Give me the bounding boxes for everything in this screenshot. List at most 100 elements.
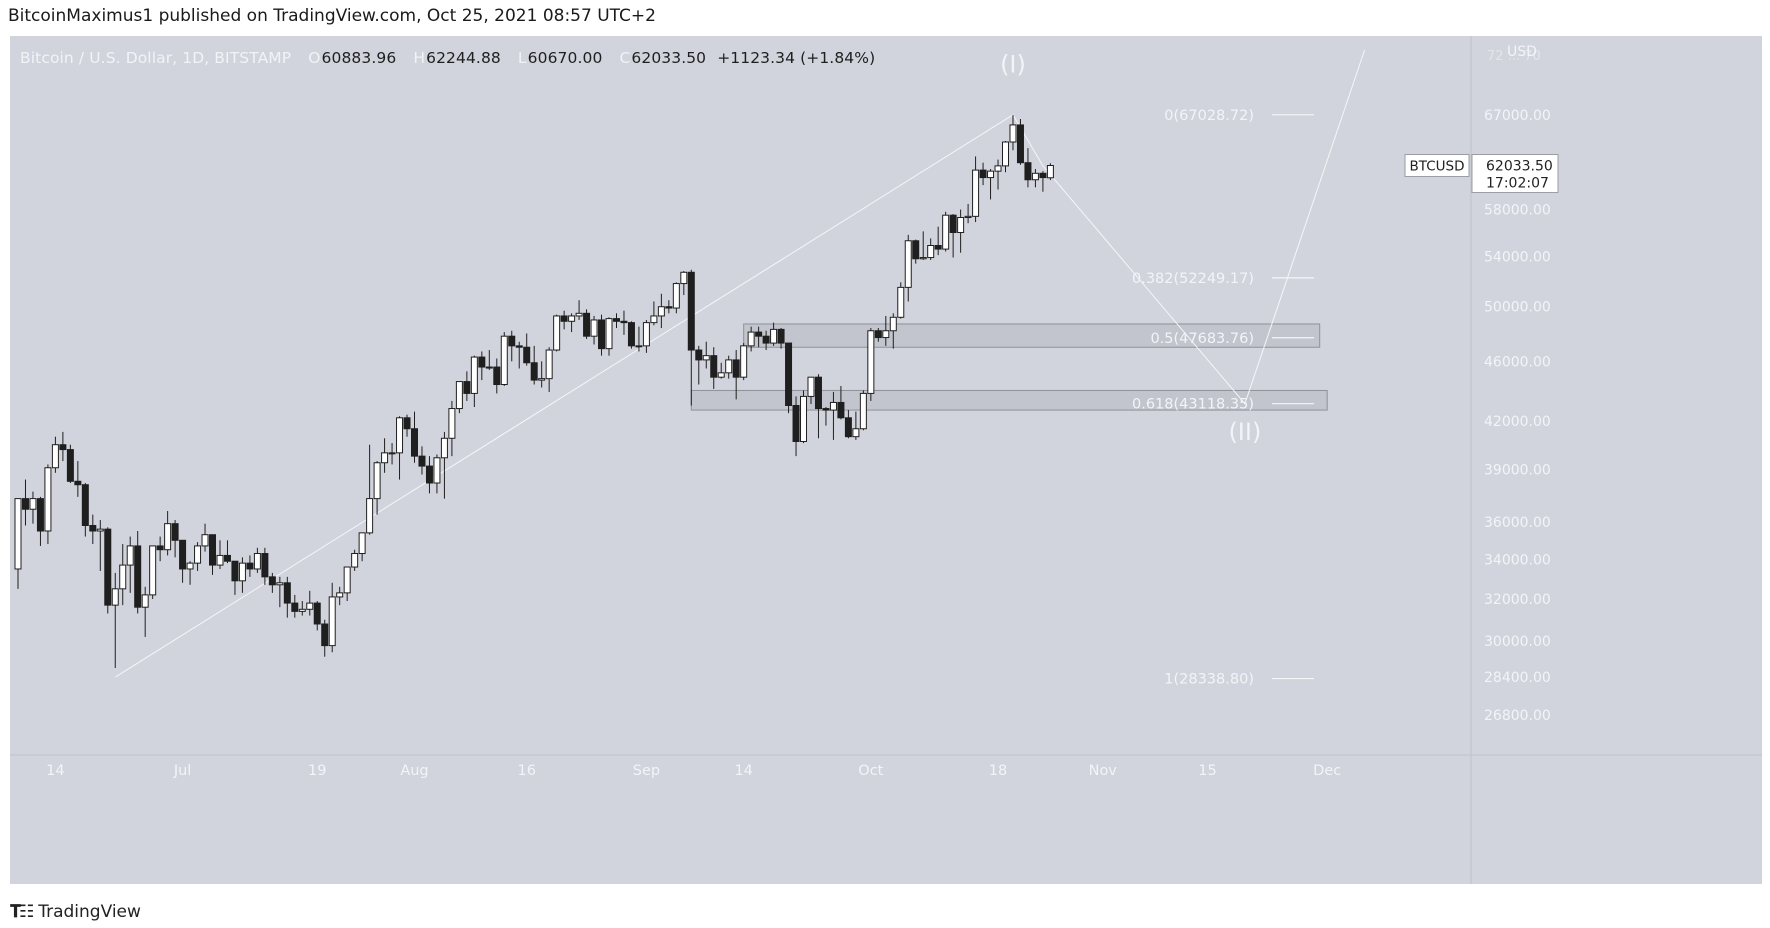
- candle-2021-09-04: [665, 300, 673, 314]
- candle-2021-07-04: [201, 523, 209, 552]
- candle-body-up: [149, 545, 157, 596]
- candle-2021-08-27: [605, 317, 613, 356]
- candle-2021-07-08: [231, 560, 239, 595]
- candle-2021-09-12: [725, 355, 733, 379]
- candle-2021-10-04: [889, 313, 897, 349]
- candle-2021-07-02: [186, 561, 194, 585]
- candle-body-down: [231, 560, 239, 582]
- candle-body-down: [755, 331, 763, 337]
- candle-2021-09-27: [837, 385, 845, 420]
- low-key: L: [517, 49, 527, 67]
- candle-body-up: [702, 355, 710, 361]
- candle-2021-08-25: [590, 315, 598, 345]
- candle-body-up: [747, 331, 755, 347]
- candle-body-up: [298, 608, 306, 612]
- candle-2021-09-16: [755, 326, 763, 348]
- projected-wave-path: [1012, 49, 1366, 405]
- x-tick-label: 14: [734, 763, 752, 779]
- candle-body-up: [1002, 141, 1010, 167]
- candle-2021-10-13: [957, 209, 965, 253]
- candle-body-down: [104, 528, 112, 606]
- candle-body-up: [201, 534, 209, 547]
- y-tick-label: 32000.00: [1484, 592, 1551, 608]
- candle-2021-06-15: [59, 431, 67, 462]
- candle-2021-07-23: [343, 566, 351, 602]
- candle-body-down: [171, 523, 179, 541]
- candle-body-down: [934, 245, 942, 250]
- last-price-symbol: BTCUSD: [1410, 159, 1465, 175]
- candle-2021-10-22: [1024, 148, 1032, 188]
- candle-body-down: [403, 417, 411, 430]
- candle-body-up: [650, 315, 658, 324]
- candle-body-down: [74, 480, 82, 486]
- y-tick-label: 36000.00: [1484, 515, 1551, 531]
- candle-2021-07-29: [388, 443, 396, 465]
- candle-body-up: [568, 315, 576, 322]
- candle-2021-09-03: [657, 293, 665, 329]
- candle-2021-10-10: [934, 226, 942, 256]
- candle-body-down: [81, 484, 89, 526]
- candle-2021-09-28: [844, 410, 852, 439]
- candle-body-up: [987, 170, 995, 179]
- candle-body-down: [792, 404, 800, 442]
- candle-2021-09-23: [807, 376, 815, 404]
- fib-level-label-4: 1(28338.80): [1164, 672, 1254, 688]
- candle-body-down: [1016, 124, 1024, 164]
- candle-body-down: [785, 342, 793, 406]
- candle-2021-09-13: [732, 350, 740, 400]
- candle-body-up: [216, 554, 224, 566]
- candle-2021-10-12: [949, 214, 957, 258]
- candle-body-down: [515, 345, 523, 348]
- candle-body-up: [927, 245, 935, 259]
- candle-2021-09-05: [672, 282, 680, 314]
- candle-2021-08-23: [575, 300, 583, 320]
- candle-2021-10-20: [1009, 115, 1017, 151]
- candle-body-up: [485, 366, 493, 369]
- candle-body-down: [710, 355, 718, 378]
- candle-body-up: [126, 545, 134, 566]
- candle-2021-08-22: [568, 313, 576, 333]
- candle-body-down: [410, 428, 418, 457]
- symbol-ohlc-bar: Bitcoin / U.S. Dollar, 1D, BITSTAMP O608…: [20, 49, 875, 67]
- candle-body-down: [179, 539, 187, 570]
- candle-body-down: [134, 545, 142, 608]
- footer-branding[interactable]: 𝐓☷ TradingView: [10, 902, 141, 922]
- candle-2021-09-01: [642, 319, 650, 353]
- close-key: C: [619, 49, 631, 67]
- candle-2021-10-08: [919, 231, 927, 260]
- candle-body-down: [1039, 172, 1047, 179]
- candle-body-up: [366, 498, 374, 534]
- candle-body-up: [889, 316, 897, 332]
- candle-body-down: [313, 602, 321, 625]
- candle-2021-07-22: [336, 586, 344, 606]
- candle-2021-10-02: [874, 328, 882, 342]
- candle-body-up: [642, 322, 650, 347]
- chart-background: [10, 36, 1762, 884]
- candle-body-down: [814, 376, 822, 410]
- candle-2021-10-01: [867, 328, 875, 401]
- x-tick-label: 15: [1198, 763, 1216, 779]
- time-axis[interactable]: 14 Jul 19 Aug 16 Sep 14 Oct 18 Nov 15 Dec: [46, 763, 1341, 779]
- candle-body-down: [463, 381, 471, 394]
- candle-2021-09-21: [792, 396, 800, 457]
- candle-2021-08-09: [470, 355, 478, 408]
- wave-labels: (I) (II): [1000, 51, 1261, 446]
- candle-body-up: [29, 498, 37, 510]
- chart-pane[interactable]: 0(67028.72) 0.382(52249.17) 0.5(47683.76) 0…: [10, 36, 1762, 884]
- candle-body-down: [1024, 162, 1032, 181]
- candle-2021-09-09: [702, 341, 710, 369]
- candle-2021-10-14: [964, 203, 972, 224]
- y-tick-label: 34000.00: [1484, 552, 1551, 568]
- candle-body-up: [1046, 165, 1054, 179]
- price-axis[interactable]: 67000.00 58000.00 54000.00 50000.00 46000.00…: [1484, 108, 1551, 724]
- candle-2021-08-19: [545, 347, 553, 392]
- candle-body-up: [1009, 124, 1017, 143]
- candle-2021-09-24: [814, 374, 822, 439]
- candle-body-up: [141, 594, 149, 608]
- candle-2021-08-06: [448, 400, 456, 457]
- candle-body-up: [164, 523, 172, 551]
- wave-label-1: (II): [1228, 418, 1261, 446]
- price-chart[interactable]: 0(67028.72) 0.382(52249.17) 0.5(47683.76) 0…: [10, 36, 1762, 884]
- candle-body-up: [725, 359, 733, 374]
